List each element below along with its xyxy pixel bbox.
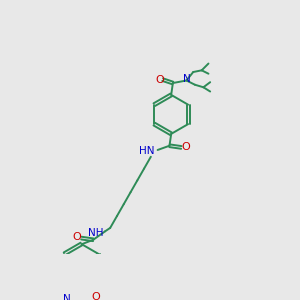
Text: O: O bbox=[181, 142, 190, 152]
Text: NH: NH bbox=[88, 228, 103, 238]
Text: N: N bbox=[183, 74, 191, 84]
Text: O: O bbox=[155, 75, 164, 85]
Text: O: O bbox=[92, 292, 100, 300]
Text: HN: HN bbox=[139, 146, 154, 156]
Text: O: O bbox=[73, 232, 82, 242]
Text: N: N bbox=[63, 294, 71, 300]
